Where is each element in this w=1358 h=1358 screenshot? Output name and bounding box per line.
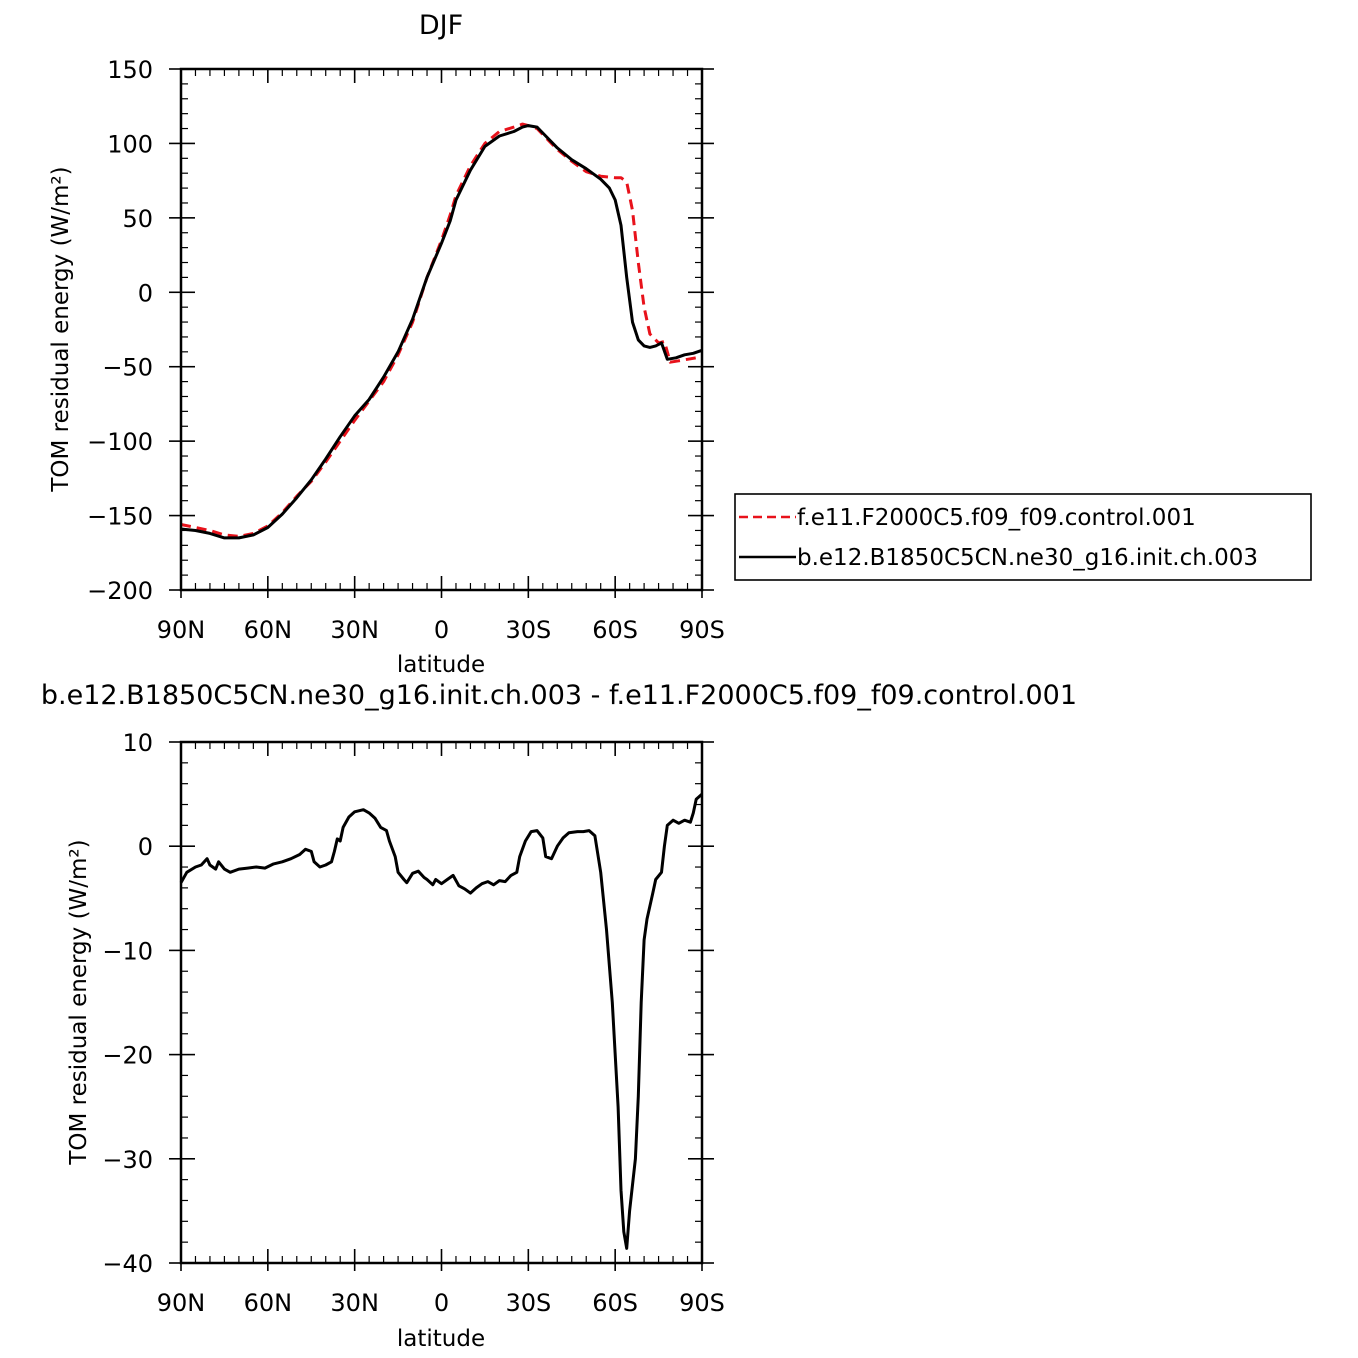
top-x-tick-label: 90N bbox=[157, 616, 206, 644]
top-x-tick-label: 60S bbox=[592, 616, 638, 644]
bottom-x-tick-label: 30S bbox=[505, 1289, 551, 1317]
bottom-y-tick-label: 10 bbox=[122, 729, 153, 757]
bottom-plot-frame bbox=[179, 740, 704, 1265]
bottom-x-tick-label: 90N bbox=[157, 1289, 206, 1317]
bottom-y-tick-label: −10 bbox=[102, 937, 153, 965]
bottom-series-line-0 bbox=[179, 792, 704, 1250]
top-plot-frame bbox=[179, 67, 704, 592]
top-x-axis-label: latitude bbox=[397, 652, 485, 678]
top-chart: DJF 150 100 50 0 −50 −100 −150 −200 90N 60N 30N 0 3… bbox=[48, 10, 725, 678]
top-y-tick-label: −50 bbox=[102, 354, 153, 382]
top-y-axis-label: TOM residual energy (W/m²) bbox=[48, 166, 74, 492]
bottom-y-tick-label: 0 bbox=[138, 833, 153, 861]
bottom-y-axis-label: TOM residual energy (W/m²) bbox=[66, 839, 92, 1165]
bottom-y-tick-label: −40 bbox=[102, 1250, 153, 1278]
bottom-x-tick-labels: 90N 60N 30N 0 30S 60S 90S bbox=[157, 1289, 725, 1317]
bottom-x-tick-label: 60N bbox=[244, 1289, 293, 1317]
top-x-tick-label: 90S bbox=[679, 616, 725, 644]
top-y-tick-label: 50 bbox=[122, 205, 153, 233]
bottom-chart-title: b.e12.B1850C5CN.ne30_g16.init.ch.003 - f… bbox=[41, 680, 1077, 711]
top-series-lines bbox=[180, 122, 703, 540]
bottom-y-tick-label: −20 bbox=[102, 1042, 153, 1070]
top-x-tick-label: 0 bbox=[434, 616, 449, 644]
top-y-tick-label: 100 bbox=[107, 130, 153, 158]
bottom-x-tick-label: 0 bbox=[434, 1289, 449, 1317]
top-y-tick-label: 0 bbox=[138, 279, 153, 307]
top-y-tick-label: −150 bbox=[87, 503, 153, 531]
top-y-tick-label: 150 bbox=[107, 56, 153, 84]
top-x-tick-label: 30S bbox=[505, 616, 551, 644]
legend-label-control: f.e11.F2000C5.f09_f09.control.001 bbox=[797, 505, 1196, 531]
bottom-y-tick-label: −30 bbox=[102, 1146, 153, 1174]
top-chart-title: DJF bbox=[419, 10, 463, 41]
top-y-tick-label: −200 bbox=[87, 577, 153, 605]
top-y-tick-labels: 150 100 50 0 −50 −100 −150 −200 bbox=[87, 56, 153, 605]
bottom-x-tick-label: 60S bbox=[592, 1289, 638, 1317]
top-x-tick-labels: 90N 60N 30N 0 30S 60S 90S bbox=[157, 616, 725, 644]
bottom-x-axis-label: latitude bbox=[397, 1326, 485, 1352]
bottom-x-tick-label: 30N bbox=[330, 1289, 379, 1317]
top-y-tick-label: −100 bbox=[87, 428, 153, 456]
top-axis-ticks bbox=[169, 68, 714, 598]
bottom-x-tick-label: 90S bbox=[679, 1289, 725, 1317]
bottom-chart: b.e12.B1850C5CN.ne30_g16.init.ch.003 - f… bbox=[41, 680, 1077, 1352]
legend-label-coupled: b.e12.B1850C5CN.ne30_g16.init.ch.003 bbox=[797, 545, 1258, 571]
legend-box bbox=[734, 493, 1312, 581]
top-series-line-0 bbox=[180, 122, 703, 538]
legend: f.e11.F2000C5.f09_f09.control.001 b.e12.… bbox=[734, 493, 1312, 581]
bottom-y-tick-labels: 10 0 −10 −20 −30 −40 bbox=[102, 729, 153, 1278]
bottom-series-lines bbox=[179, 792, 704, 1250]
top-x-tick-label: 60N bbox=[244, 616, 293, 644]
top-series-line-1 bbox=[180, 124, 703, 540]
top-x-tick-label: 30N bbox=[330, 616, 379, 644]
